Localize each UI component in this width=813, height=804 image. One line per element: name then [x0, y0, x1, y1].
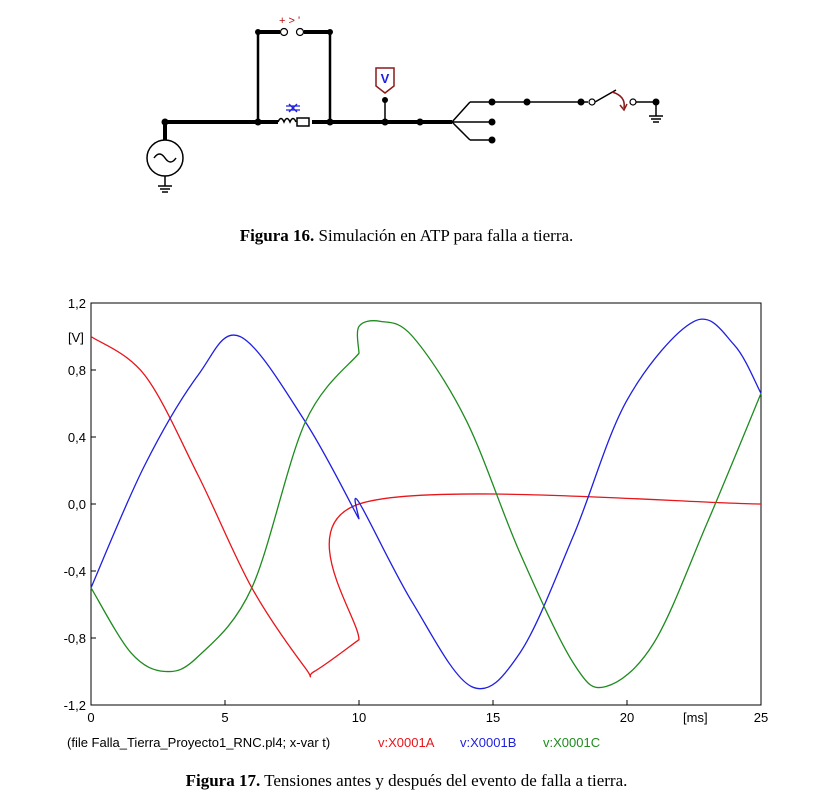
series-line-a [90, 335, 762, 678]
legend-series-a: v:X0001A [378, 735, 435, 750]
voltage-chart: 0 5 10 15 20 25 1,2 0,8 0,4 0,0 -0,4 -0,8 -1,2 [V] [… [64, 296, 769, 750]
y-unit-label: [V] [68, 330, 84, 345]
legend-series-c: v:X0001C [543, 735, 600, 750]
series-layer [90, 318, 762, 690]
figure-17-caption: Figura 17. Tensiones antes y después del… [0, 771, 813, 791]
x-tick-label: 15 [486, 710, 500, 725]
atp-circuit-diagram: + > ' V [146, 15, 663, 193]
figure-17-text: Tensiones antes y después del evento de … [264, 771, 628, 790]
voltage-probe: V [375, 67, 395, 122]
bypass-switch: + > ' [255, 15, 333, 122]
rl-branch [277, 103, 310, 127]
x-tick-label: 0 [87, 710, 94, 725]
x-tick-label: 20 [620, 710, 634, 725]
y-tick-label: 0,8 [68, 363, 86, 378]
fault-switch [492, 89, 663, 123]
bus-nodes [161, 118, 424, 126]
tick-layer: 0 5 10 15 20 25 1,2 0,8 0,4 0,0 -0,4 -0,8 -1,2 [64, 296, 769, 725]
y-tick-label: -1,2 [64, 698, 86, 713]
x-tick-label: 25 [754, 710, 768, 725]
figure-17-label: Figura 17. [185, 771, 261, 790]
y-tick-label: 0,0 [68, 497, 86, 512]
switch-label: + > ' [279, 15, 300, 27]
y-tick-label: 1,2 [68, 296, 86, 311]
plot-frame [90, 302, 762, 706]
probe-label: V [381, 71, 390, 86]
figure-16-text: Simulación en ATP para falla a tierra. [318, 226, 574, 245]
chart-footer: (file Falla_Tierra_Proyecto1_RNC.pl4; x-… [67, 735, 330, 750]
figure-16-label: Figura 16. [239, 226, 315, 245]
three-phase-splitter [451, 98, 496, 144]
x-unit-label: [ms] [683, 710, 708, 725]
series-line-b [90, 318, 762, 690]
y-tick-label: 0,4 [68, 430, 86, 445]
legend-series-b: v:X0001B [460, 735, 516, 750]
y-tick-label: -0,4 [64, 564, 86, 579]
figure-16-caption: Figura 16. Simulación en ATP para falla … [0, 226, 813, 246]
series-line-c [90, 320, 762, 689]
y-tick-label: -0,8 [64, 631, 86, 646]
x-tick-label: 5 [221, 710, 228, 725]
x-tick-label: 10 [352, 710, 366, 725]
